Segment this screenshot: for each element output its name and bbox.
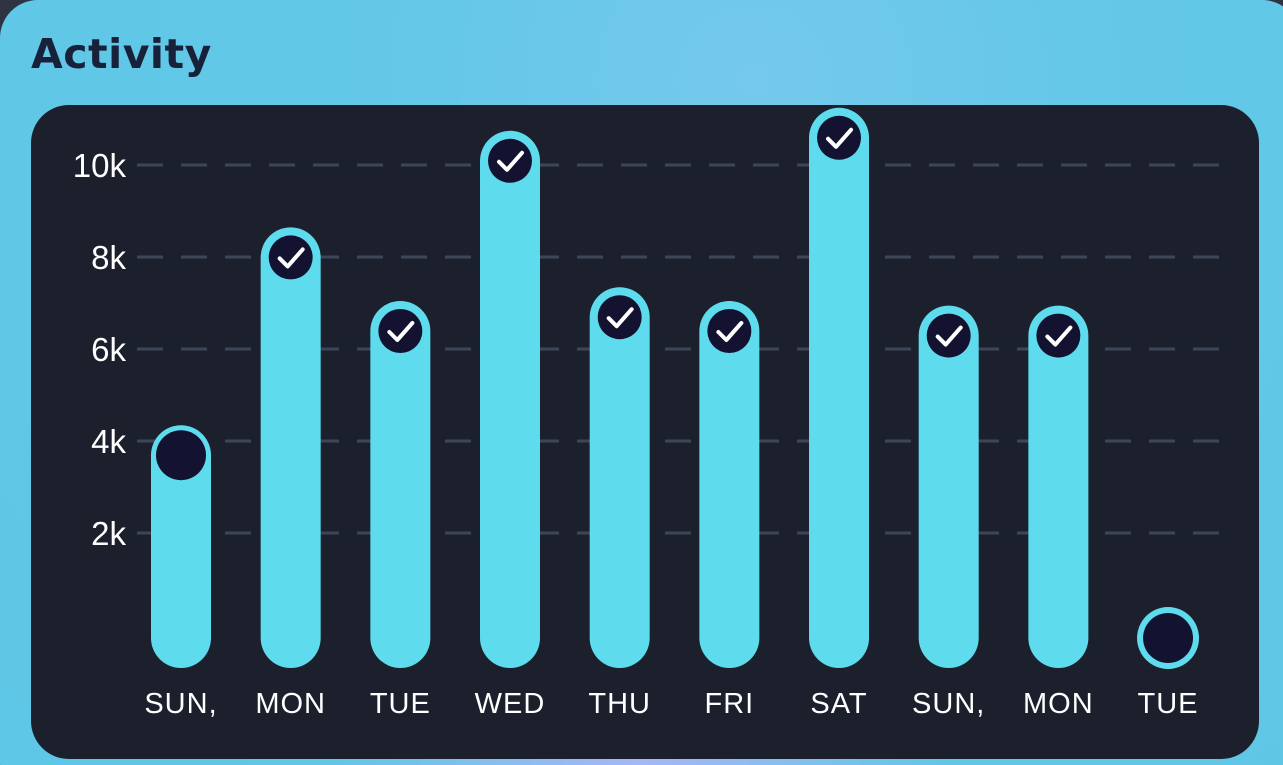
check-icon [935,325,963,347]
check-icon-bg [707,309,752,353]
dot-icon [156,430,206,481]
bar[interactable] [809,107,870,669]
check-icon-bg [817,115,862,160]
y-tick-label: 6k [91,331,126,368]
check-icon-bg [488,138,533,183]
x-tick-label: TUE [1138,688,1199,720]
check-icon [1045,325,1073,347]
dot-icon [1143,613,1194,663]
bottom-glow [330,758,950,765]
x-tick-label: MON [255,688,326,720]
bar[interactable] [151,425,211,668]
y-tick-label: 4k [91,423,126,460]
x-tick-label: WED [475,688,546,720]
bar[interactable] [260,227,321,668]
check-icon-bg [926,313,971,358]
check-icon-bg [1036,313,1081,358]
x-tick-label: SAT [810,688,867,720]
check-icon [716,321,744,342]
bar[interactable] [699,301,760,668]
check-icon [387,321,415,342]
card-title: Activity [31,30,212,78]
x-tick-label: THU [588,688,651,720]
check-icon [606,307,634,329]
bar[interactable] [1028,305,1089,668]
check-icon [826,127,854,149]
check-icon-bg [378,309,423,353]
check-icon-bg [597,295,642,340]
x-tick-label: FRI [704,688,754,720]
x-tick-label: SUN, [912,688,985,720]
bar[interactable] [480,130,541,669]
bar[interactable] [589,287,650,668]
bar[interactable] [918,305,979,668]
y-tick-label: 10k [73,147,127,184]
x-tick-label: TUE [370,688,431,720]
check-icon-bg [268,235,313,280]
y-tick-label: 8k [91,239,126,276]
bar[interactable] [370,301,431,668]
x-tick-label: MON [1023,688,1094,720]
x-tick-label: SUN, [144,688,217,720]
check-icon [497,150,525,172]
y-tick-label: 2k [91,515,126,552]
check-icon [277,247,305,269]
